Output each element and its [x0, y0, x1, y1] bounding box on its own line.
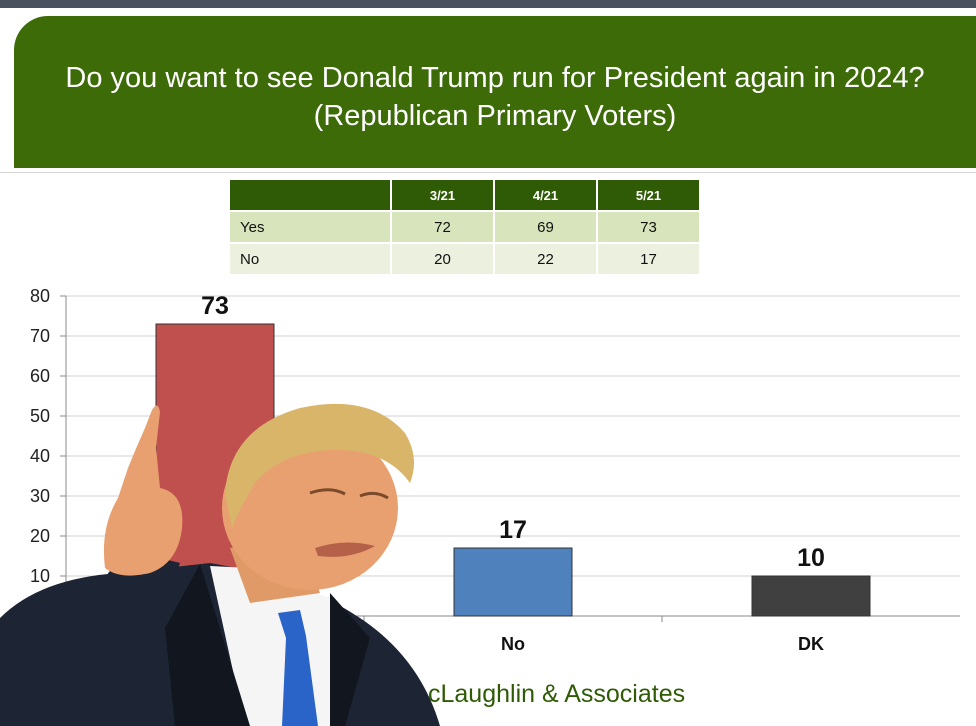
table-cell: 17 — [596, 242, 701, 276]
table-row: No 20 22 17 — [228, 242, 701, 276]
top-bar — [0, 0, 976, 8]
y-tick-label: 20 — [30, 526, 50, 546]
y-tick-label: 50 — [30, 406, 50, 426]
bar — [453, 547, 573, 617]
table-header-row: 3/21 4/21 5/21 — [228, 178, 701, 212]
y-tick-label: 80 — [30, 286, 50, 306]
y-tick-label: 60 — [30, 366, 50, 386]
table-row-label: No — [228, 242, 392, 276]
table-cell: 20 — [390, 242, 495, 276]
bar — [751, 575, 871, 617]
table-header-cell: 3/21 — [390, 178, 495, 212]
table-row: Yes 72 69 73 — [228, 210, 701, 244]
data-label: 73 — [201, 292, 229, 320]
y-tick-label: 30 — [30, 486, 50, 506]
title-line-1: Do you want to see Donald Trump run for … — [65, 62, 925, 94]
y-tick-label: 70 — [30, 326, 50, 346]
table-cell: 69 — [493, 210, 598, 244]
results-table: 3/21 4/21 5/21 Yes 72 69 73 No 20 22 17 — [228, 178, 701, 276]
y-tick-label: 40 — [30, 446, 50, 466]
slide-header: Do you want to see Donald Trump run for … — [14, 16, 976, 168]
table-header-cell: 4/21 — [493, 178, 598, 212]
title-line-2: (Republican Primary Voters) — [313, 100, 677, 132]
y-tick-label: 10 — [30, 566, 50, 586]
table-row-label: Yes — [228, 210, 392, 244]
x-tick-label: No — [501, 634, 525, 654]
footer-source: cLaughlin & Associates — [428, 680, 686, 708]
table-cell: 73 — [596, 210, 701, 244]
table-header-cell: 5/21 — [596, 178, 701, 212]
table-header-blank — [228, 178, 392, 212]
data-label: 17 — [499, 516, 527, 544]
data-label: 10 — [797, 544, 825, 572]
table-cell: 22 — [493, 242, 598, 276]
x-tick-label: DK — [798, 634, 824, 654]
table-cell: 72 — [390, 210, 495, 244]
person-pointing-photo-icon — [0, 403, 440, 726]
header-divider — [0, 172, 976, 173]
